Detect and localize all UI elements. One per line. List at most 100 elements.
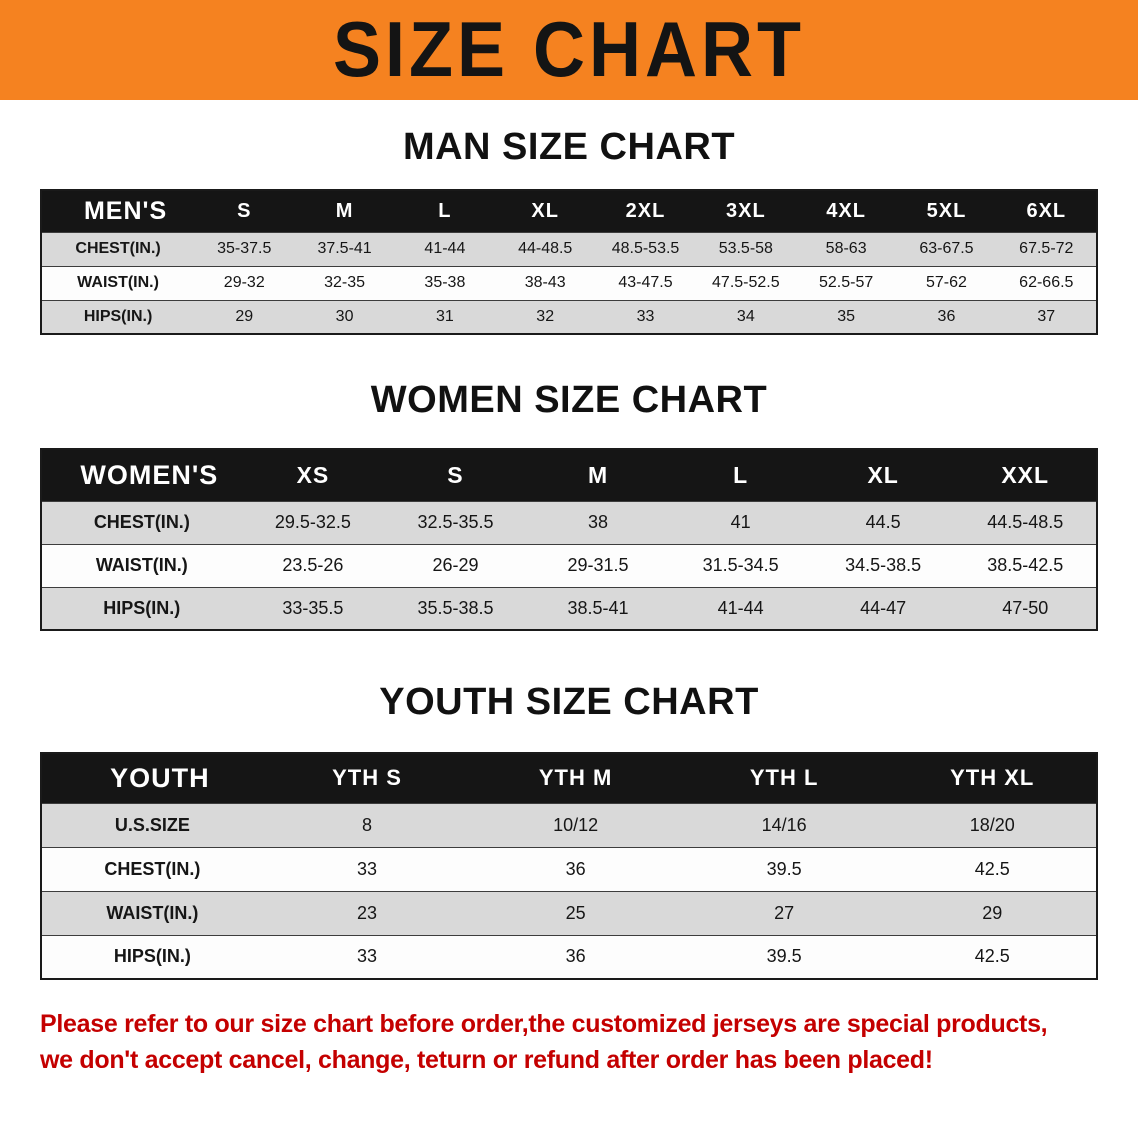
measure-value-cell: 44-47 [811,586,955,630]
measure-row: HIPS(IN.) 33-35.5 35.5-38.5 38.5-41 41-44 44-… [41,586,1097,630]
measure-row: CHEST(IN.) 33 36 39.5 42.5 [41,846,1097,891]
measure-value-cell: 29 [888,890,1097,935]
measure-row: HIPS(IN.) 33 36 39.5 42.5 [41,934,1097,979]
size-column-header: YTH XL [950,765,1035,791]
measure-value-cell: 41-44 [669,586,812,630]
measure-value-cell: 39.5 [679,934,889,979]
size-column-header: YTH M [538,765,613,791]
size-column-header: S [447,461,464,488]
measure-value-cell: 57-62 [896,265,997,300]
table-header-row: MEN'S S M L XL 2XL 3XL 4XL 5XL 6XL [41,190,1097,232]
measure-value-cell: 36 [896,299,997,334]
order-policy-note-line2: we don't accept cancel, change, teturn o… [40,1046,933,1075]
measure-value-cell: 35-37.5 [194,231,295,266]
table-header-row: WOMEN'S XS S M L XL XXL [41,449,1097,501]
measure-value-cell: 10/12 [471,802,680,847]
size-column-header: XS [296,461,330,488]
size-column-header: XL [867,461,899,488]
measure-value-cell: 39.5 [679,846,889,891]
measure-value-cell: 38.5-41 [526,586,670,630]
measure-value-cell: 48.5-53.5 [595,231,696,266]
size-table: YOUTH YTH S YTH M YTH L YTH XL U.S.SIZE 8 10/12… [40,752,1098,980]
order-policy-note: Please refer to our size chart before or… [0,980,1138,1103]
women-size-table-wrap: WOMEN'S XS S M L XL XXL CHEST(IN.) 29.5-32.5 32.5… [0,448,1138,631]
measure-value-cell: 47.5-52.5 [695,265,796,300]
measure-row: WAIST(IN.) 23 25 27 29 [41,890,1097,935]
measure-value-cell: 52.5-57 [795,265,897,300]
women-section-heading: WOMEN SIZE CHART [370,379,768,421]
youth-section-heading: YOUTH SIZE CHART [379,681,759,723]
measure-row: WAIST(IN.) 23.5-26 26-29 29-31.5 31.5-34.5 34… [41,543,1097,587]
measure-row-label: U.S.SIZE [41,802,263,847]
men-section-heading: MAN SIZE CHART [402,126,736,168]
measure-value-cell: 14/16 [679,802,889,847]
size-table: WOMEN'S XS S M L XL XXL CHEST(IN.) 29.5-32.5 32.5… [40,448,1098,631]
measure-value-cell: 44.5-48.5 [954,500,1097,544]
measure-row-label: CHEST(IN.) [41,846,263,891]
measure-value-cell: 58-63 [795,231,897,266]
measure-value-cell: 62-66.5 [996,265,1097,300]
measure-value-cell: 33 [262,934,472,979]
measure-row-label: CHEST(IN.) [41,500,242,544]
measure-value-cell: 41-44 [394,231,496,266]
size-column-header: 3XL [725,199,766,222]
measure-value-cell: 34.5-38.5 [811,543,955,587]
measure-value-cell: 37 [996,299,1097,334]
size-column-header: 2XL [625,199,666,222]
measure-value-cell: 44.5 [811,500,955,544]
measure-value-cell: 23.5-26 [241,543,385,587]
measure-value-cell: 53.5-58 [695,231,796,266]
measure-row-label: WAIST(IN.) [41,890,263,935]
measure-value-cell: 42.5 [888,846,1097,891]
measure-value-cell: 31.5-34.5 [669,543,812,587]
measure-value-cell: 32 [495,299,596,334]
table-title-cell: YOUTH [110,762,210,793]
size-column-header: M [335,199,354,222]
measure-value-cell: 36 [471,846,680,891]
measure-row-label: HIPS(IN.) [41,586,242,630]
size-column-header: XXL [1001,461,1050,488]
measure-value-cell: 35-38 [394,265,496,300]
table-title-cell: WOMEN'S [80,459,219,490]
size-column-header: L [438,199,452,222]
measure-value-cell: 32-35 [294,265,395,300]
measure-value-cell: 32.5-35.5 [384,500,527,544]
measure-row: CHEST(IN.) 29.5-32.5 32.5-35.5 38 41 44.5 44.5… [41,500,1097,544]
measure-row-label: HIPS(IN.) [41,299,195,334]
size-column-header: XL [531,199,559,222]
size-table: MEN'S S M L XL 2XL 3XL 4XL 5XL 6XL CHEST(IN.) 35-37… [40,189,1098,335]
measure-value-cell: 38.5-42.5 [954,543,1097,587]
measure-value-cell: 43-47.5 [595,265,696,300]
measure-value-cell: 29-31.5 [526,543,670,587]
measure-row-label: WAIST(IN.) [41,265,195,300]
measure-value-cell: 42.5 [888,934,1097,979]
measure-value-cell: 37.5-41 [294,231,395,266]
measure-value-cell: 38-43 [495,265,596,300]
measure-value-cell: 30 [294,299,395,334]
measure-value-cell: 26-29 [384,543,527,587]
banner-title: SIZE CHART [333,6,805,94]
measure-value-cell: 35.5-38.5 [384,586,527,630]
measure-value-cell: 33 [595,299,696,334]
measure-value-cell: 36 [471,934,680,979]
size-column-header: YTH S [332,765,402,791]
men-size-table-wrap: MEN'S S M L XL 2XL 3XL 4XL 5XL 6XL CHEST(IN.) 35-37… [0,189,1138,335]
measure-row-label: WAIST(IN.) [41,543,242,587]
size-chart-banner: SIZE CHART [0,0,1138,100]
measure-value-cell: 27 [679,890,889,935]
measure-value-cell: 63-67.5 [896,231,997,266]
measure-row: WAIST(IN.) 29-32 32-35 35-38 38-43 43-47.5 47.… [41,265,1097,300]
table-title-cell: MEN'S [83,196,168,225]
measure-value-cell: 8 [262,802,472,847]
measure-value-cell: 18/20 [888,802,1097,847]
size-column-header: YTH L [749,765,819,791]
size-column-header: S [237,199,252,222]
measure-row: CHEST(IN.) 35-37.5 37.5-41 41-44 44-48.5 48.5… [41,231,1097,266]
size-column-header: 4XL [826,199,866,222]
size-column-header: 6XL [1026,199,1067,222]
size-column-header: L [733,461,749,488]
measure-value-cell: 33-35.5 [241,586,385,630]
measure-value-cell: 38 [526,500,670,544]
measure-row-label: HIPS(IN.) [41,934,263,979]
